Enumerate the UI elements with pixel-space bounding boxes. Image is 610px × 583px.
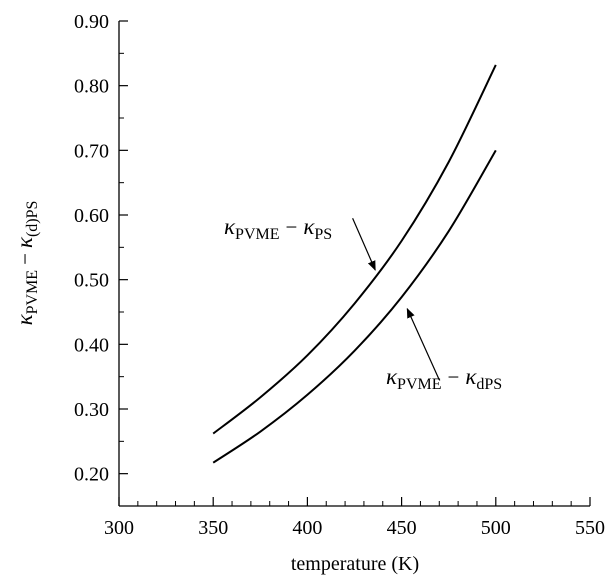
series-label-1-minus: − [286, 215, 298, 239]
y-axis-title-sub2: (d)PS [24, 201, 41, 237]
x-tick-label: 450 [387, 517, 417, 539]
series-label-1-sub1: PVME [235, 226, 279, 243]
series-label-2-kappa1: κ [386, 364, 398, 389]
annotation-arrow-1 [352, 217, 376, 271]
series-label-1-kappa1: κ [224, 214, 236, 239]
y-tick-label: 0.70 [74, 140, 109, 162]
x-tick-label: 550 [575, 517, 605, 539]
series-label-2-kappa2: κ [465, 364, 477, 389]
series-label-2-minus: − [448, 365, 460, 389]
y-tick-label: 0.60 [74, 205, 109, 227]
series-label-2-sub2: dPS [476, 376, 502, 393]
series-label-2: κPVME − κdPS [386, 364, 502, 393]
x-tick-label: 400 [292, 517, 322, 539]
y-tick-label: 0.30 [74, 399, 109, 421]
series-layer [212, 64, 497, 464]
x-tick-label: 300 [104, 517, 134, 539]
x-axis-title: temperature (K) [291, 553, 419, 575]
annotation-arrow-2 [406, 307, 440, 381]
series-line-2 [212, 149, 497, 464]
y-axis-title-minus: − [13, 253, 37, 265]
series-label-1: κPVME − κPS [224, 214, 332, 243]
x-tick-label: 500 [481, 517, 511, 539]
y-axis-title-kappa2: κ [12, 236, 37, 248]
y-tick-label: 0.80 [74, 76, 109, 98]
y-axis-title-kappa1: κ [12, 313, 37, 325]
y-axis-title: κPVME−κ(d)PS [12, 201, 41, 326]
y-tick-label: 0.90 [74, 11, 109, 33]
x-tick-label: 350 [198, 517, 228, 539]
y-tick-label: 0.50 [74, 270, 109, 292]
series-line-1 [212, 64, 497, 435]
ticks-layer: 300 350 400 450 500 550 0.20 0.30 0.40 0.50 0.60 0.… [74, 11, 605, 539]
y-tick-label: 0.40 [74, 334, 109, 356]
series-label-2-sub1: PVME [397, 376, 441, 393]
series-label-1-sub2: PS [314, 226, 332, 243]
y-axis-title-sub1: PVME [24, 270, 41, 314]
series-label-1-kappa2: κ [303, 214, 315, 239]
y-tick-label: 0.20 [74, 464, 109, 486]
